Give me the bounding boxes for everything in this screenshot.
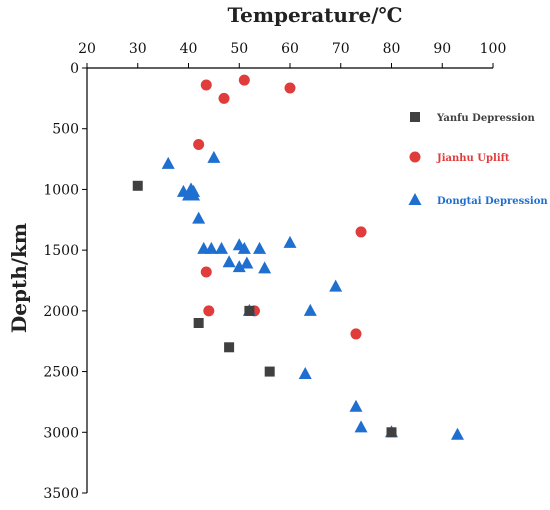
point-dongtai-depression [161, 156, 175, 169]
y-axis-title: Depth/km [7, 223, 31, 333]
point-yanfu-depression [193, 318, 204, 328]
point-jianhu-uplift [238, 74, 250, 86]
point-jianhu-uplift [284, 82, 296, 94]
x-tick-label: 20 [78, 41, 96, 57]
legend-label-yanfu-depression: Yanfu Depression [436, 113, 536, 124]
point-dongtai-depression [207, 150, 221, 163]
point-yanfu-depression [244, 305, 255, 316]
point-dongtai-depression [222, 255, 236, 268]
y-tick-label: 3500 [43, 486, 79, 502]
point-dongtai-depression [253, 241, 267, 254]
y-tick-label: 1500 [43, 243, 79, 259]
x-tick-label: 60 [281, 41, 299, 57]
x-tick-label: 90 [433, 41, 451, 57]
point-dongtai-depression [214, 241, 228, 254]
legend-marker-yanfu-depression [410, 112, 420, 122]
x-tick-label: 80 [383, 41, 401, 57]
point-dongtai-depression [232, 260, 246, 273]
point-jianhu-uplift [355, 226, 367, 238]
x-tick-label: 30 [129, 41, 147, 57]
point-dongtai-depression [240, 256, 254, 269]
axes [82, 63, 494, 494]
y-tick-label: 3000 [43, 425, 79, 441]
tick-labels: 20 30 40 50 60 70 80 90 100050010001500200025003… [43, 41, 506, 502]
point-jianhu-uplift [350, 328, 362, 340]
point-dongtai-depression [192, 211, 206, 224]
y-tick-label: 0 [70, 61, 79, 77]
y-tick-label: 2500 [43, 365, 79, 381]
point-yanfu-depression [386, 427, 397, 438]
point-dongtai-depression [349, 399, 363, 412]
point-jianhu-uplift [200, 79, 212, 91]
point-yanfu-depression [132, 180, 143, 191]
y-tick-label: 500 [52, 122, 79, 138]
point-dongtai-depression [204, 241, 218, 254]
point-dongtai-depression [450, 427, 464, 440]
x-axis-title: Temperature/℃ [228, 3, 403, 27]
legend-marker-jianhu-uplift [409, 151, 421, 163]
point-jianhu-uplift [193, 139, 205, 150]
x-tick-label: 50 [230, 41, 248, 57]
point-dongtai-depression [329, 279, 343, 292]
y-tick-label: 2000 [43, 304, 79, 320]
point-dongtai-depression [258, 261, 272, 274]
point-dongtai-depression [298, 367, 312, 379]
point-dongtai-depression [303, 303, 317, 316]
point-jianhu-uplift [203, 305, 215, 317]
point-jianhu-uplift [200, 266, 212, 278]
point-dongtai-depression [237, 241, 251, 254]
point-dongtai-depression [187, 188, 201, 201]
x-tick-label: 40 [180, 41, 198, 57]
point-yanfu-depression [264, 366, 275, 377]
y-tick-label: 1000 [43, 182, 79, 198]
legend-marker-dongtai-depression [408, 193, 422, 205]
point-dongtai-depression [354, 420, 368, 433]
data-points [132, 74, 464, 440]
point-jianhu-uplift [218, 92, 230, 104]
x-tick-label: 70 [332, 41, 350, 57]
point-yanfu-depression [224, 342, 235, 353]
point-dongtai-depression [283, 235, 297, 248]
x-tick-label: 100 [480, 41, 507, 57]
legend-label-jianhu-uplift: Jianhu Uplift [436, 153, 510, 164]
legend-label-dongtai-depression: Dongtai Depression [437, 196, 548, 207]
legend: Yanfu Depression Jianhu Uplift Dongtai Dep… [408, 112, 548, 207]
